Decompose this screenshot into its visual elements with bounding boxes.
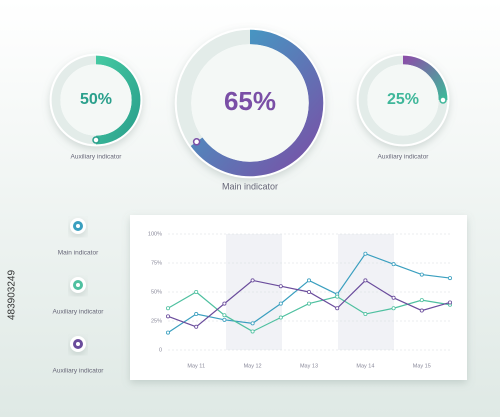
point [447,276,452,281]
y-tick-label: 100% [148,231,162,237]
point [419,298,424,303]
gauge-knob [439,96,447,104]
legend-label: Auxiliary indicator [53,368,105,375]
x-tick-label: May 11 [187,363,205,369]
point [194,312,199,317]
point [222,301,227,306]
point [165,306,170,311]
legend-dot [76,224,80,228]
gauge-value: 25% [387,91,419,108]
point [306,278,311,283]
gauge-knob [92,136,100,144]
point [335,306,340,311]
y-tick-label: 0 [159,347,162,353]
point [335,294,340,299]
legend-dot [76,283,80,287]
point [278,301,283,306]
point [363,312,368,317]
point [391,262,396,267]
gauge-arc [190,29,324,177]
point [194,289,199,294]
gauge-face [60,64,132,136]
point [391,306,396,311]
gauge-label: Auxiliary indicator [71,154,123,161]
point [278,284,283,289]
x-tick-label: May 15 [413,363,431,369]
x-tick-label: May 14 [356,363,374,369]
gauge-arc [95,55,141,145]
legend-label: Auxiliary indicator [53,309,105,316]
watermark: 483903249 [7,270,18,320]
point [391,295,396,300]
point [306,301,311,306]
y-tick-label: 75% [151,260,162,266]
point [222,313,227,318]
chart-card [130,215,467,380]
point [447,300,452,305]
gauge-knob [192,138,201,146]
gauge-arc [402,55,448,101]
legend-dot [76,342,80,346]
gauge-face [191,44,309,162]
point [306,289,311,294]
x-tick-label: May 12 [244,363,262,369]
gauge-face [367,64,439,136]
point [250,278,255,283]
point [419,272,424,277]
x-tick-label: May 13 [300,363,318,369]
point [222,317,227,322]
gauge-value: 50% [80,91,112,108]
gauge-label: Auxiliary indicator [378,154,430,161]
point [250,321,255,326]
gauge-label: Main indicator [222,181,278,191]
y-tick-label: 25% [151,318,162,324]
point [278,315,283,320]
point [165,314,170,319]
gauge-value: 65% [224,86,276,116]
point [165,330,170,335]
point [363,278,368,283]
y-tick-label: 50% [151,289,162,295]
point [250,329,255,334]
point [194,324,199,329]
point [363,251,368,256]
legend-label: Main indicator [58,250,99,257]
point [419,308,424,313]
